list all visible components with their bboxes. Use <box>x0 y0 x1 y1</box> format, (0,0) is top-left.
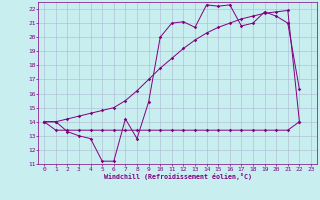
X-axis label: Windchill (Refroidissement éolien,°C): Windchill (Refroidissement éolien,°C) <box>104 173 252 180</box>
